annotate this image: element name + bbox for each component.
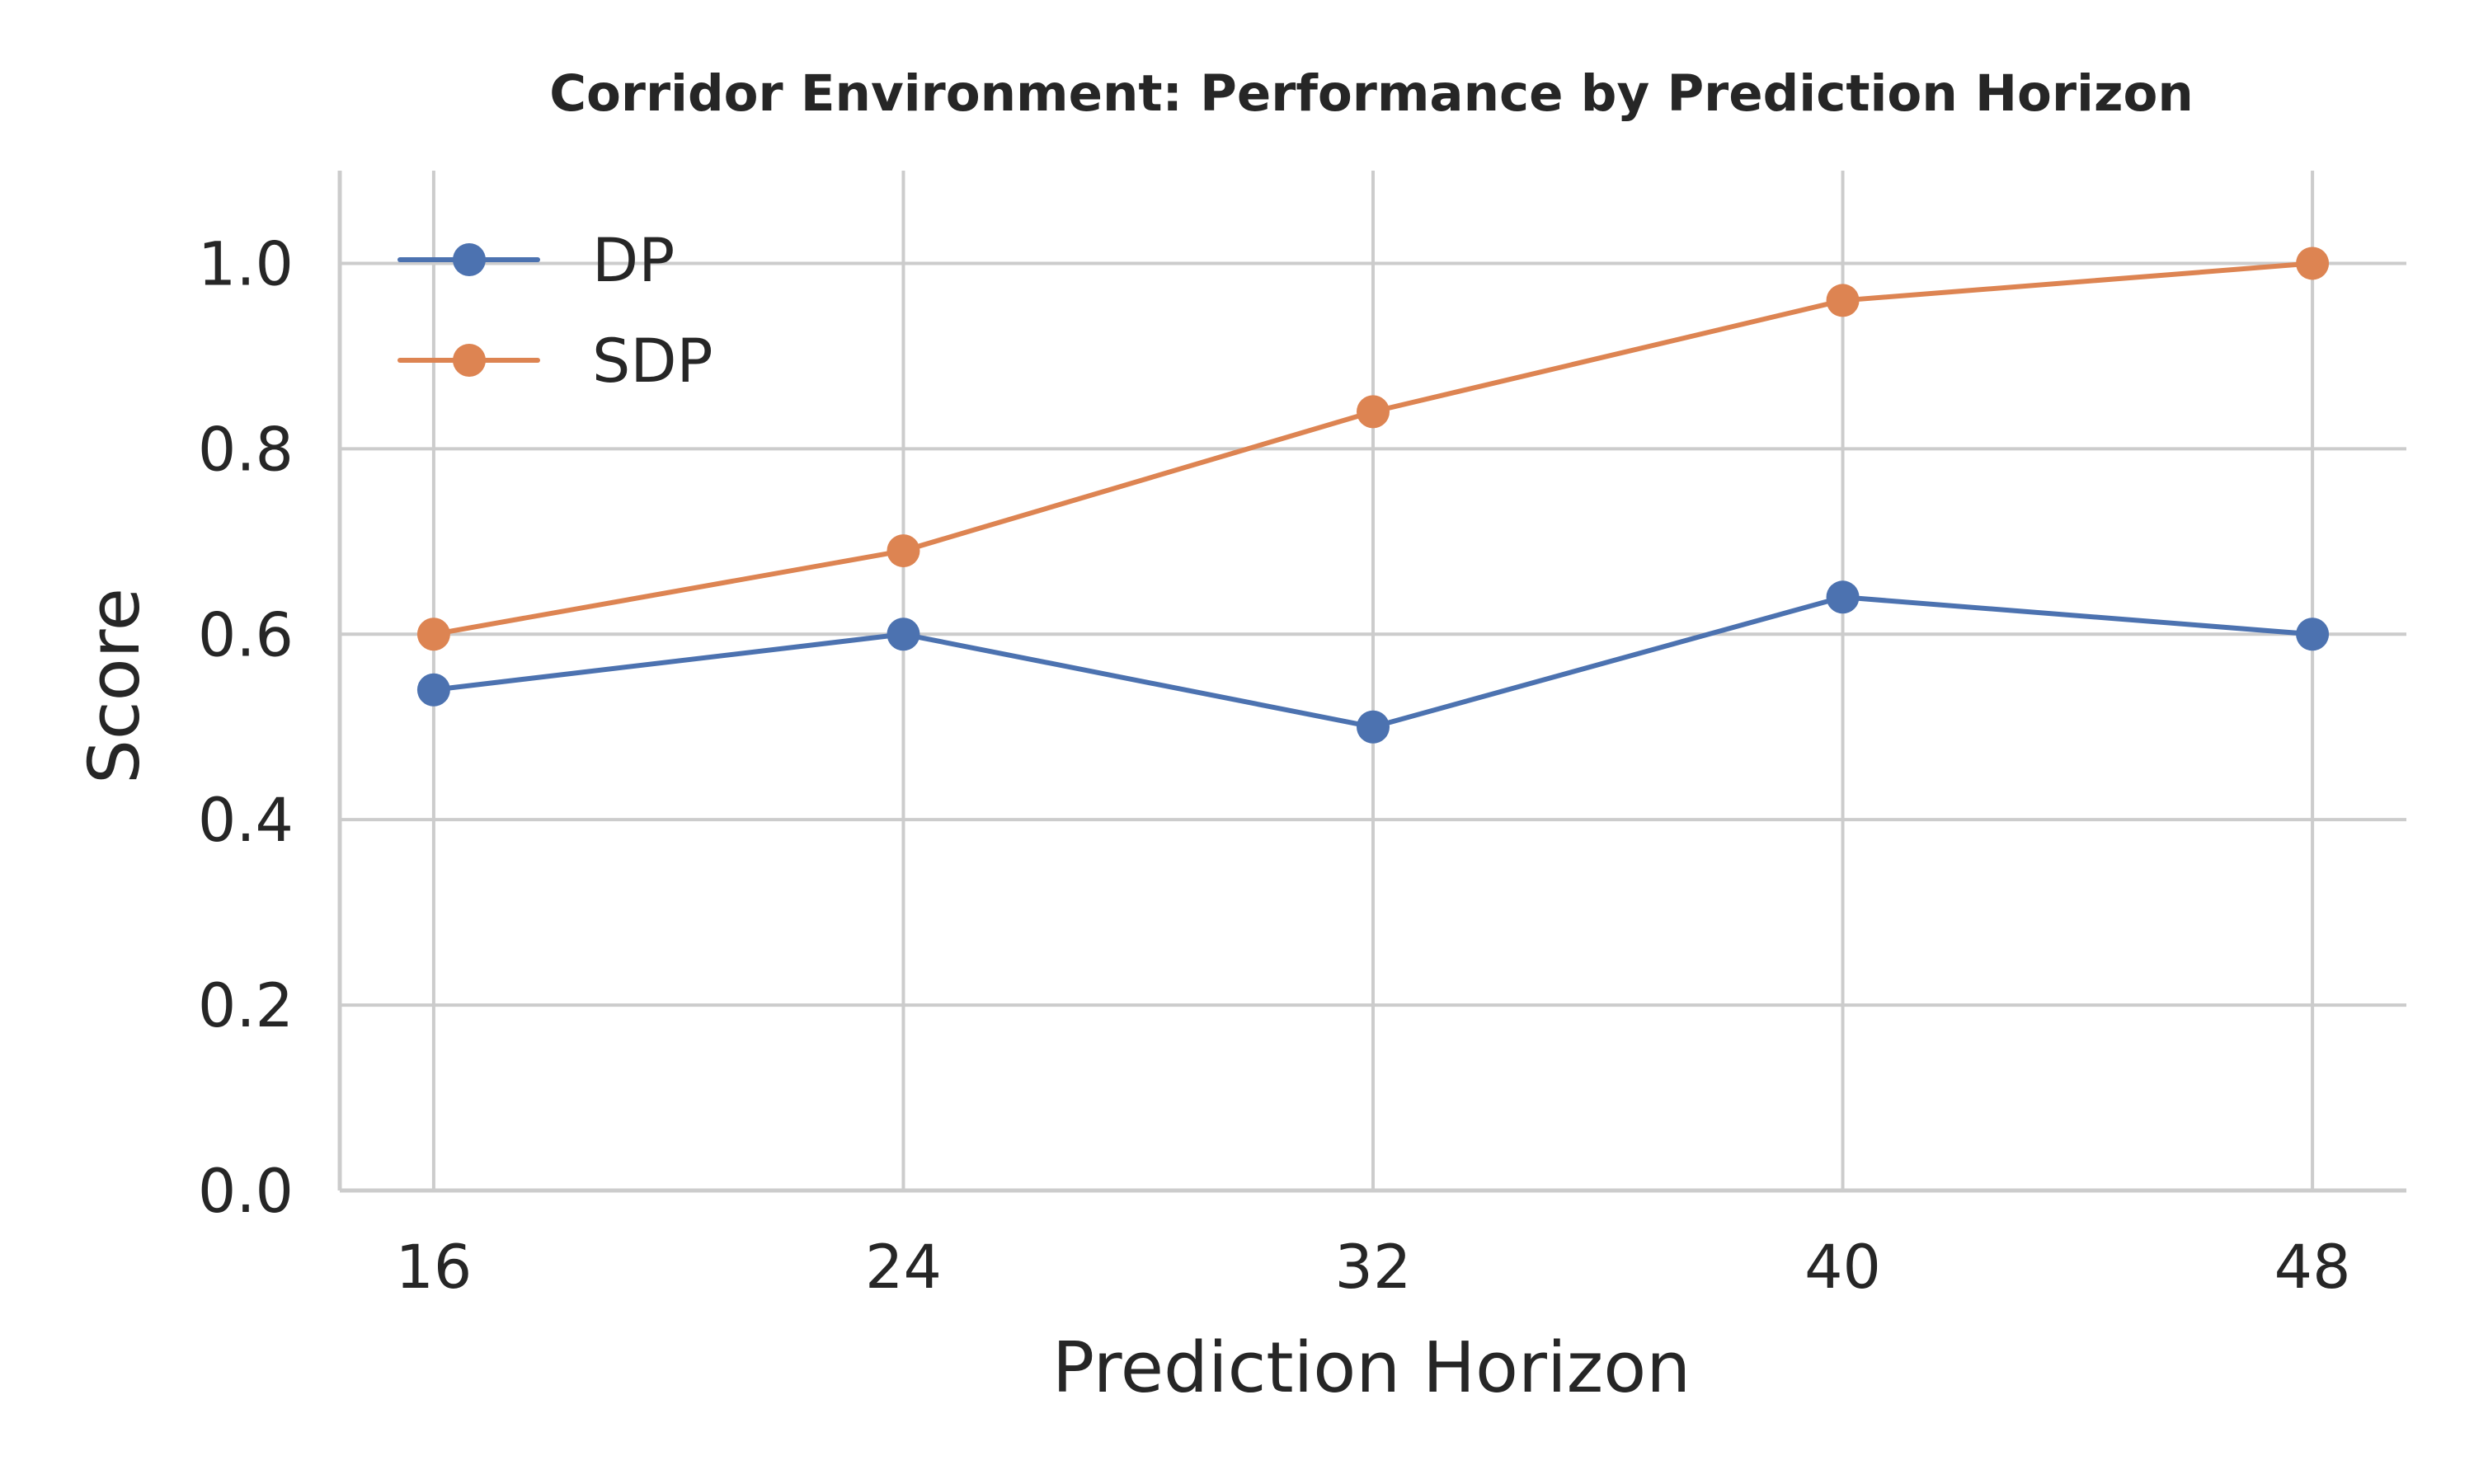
data-point-dp — [1357, 710, 1390, 744]
chart-title: Corridor Environment: Performance by Pre… — [549, 64, 2194, 123]
legend-label-sdp: SDP — [592, 326, 713, 397]
data-point-dp — [1826, 580, 1860, 614]
legend-marker-dp — [453, 243, 486, 276]
grid — [340, 171, 2406, 1190]
legend: DP SDP — [397, 226, 713, 397]
x-axis-label: Prediction Horizon — [1052, 1327, 1691, 1409]
y-tick-label: 0.6 — [198, 600, 294, 670]
y-tick-label: 1.0 — [198, 229, 294, 299]
data-point-dp — [887, 618, 920, 651]
data-point-sdp — [1826, 284, 1860, 317]
x-tick-label: 40 — [1804, 1233, 1881, 1303]
x-tick-label: 48 — [2274, 1233, 2351, 1303]
x-tick-label: 24 — [865, 1233, 942, 1303]
y-tick-label: 0.8 — [198, 415, 294, 485]
y-tick-label: 0.4 — [198, 786, 294, 856]
y-axis-label: Score — [74, 588, 156, 784]
x-tick-label: 32 — [1335, 1233, 1412, 1303]
data-point-sdp — [1357, 395, 1390, 429]
data-point-sdp — [2296, 247, 2330, 280]
data-point-dp — [2296, 618, 2330, 651]
data-point-sdp — [416, 618, 450, 651]
axes-spines — [337, 171, 2406, 1193]
legend-label-dp: DP — [592, 226, 675, 296]
legend-marker-sdp — [453, 344, 486, 377]
y-tick-label: 0.0 — [198, 1157, 294, 1227]
y-tick-label: 0.2 — [198, 971, 294, 1041]
tick-labels: 16 24 32 40 48 0.0 0.2 0.4 0.6 0.8 1.0 — [198, 229, 2351, 1303]
series-layer — [416, 247, 2330, 744]
data-point-sdp — [887, 534, 920, 568]
data-point-dp — [416, 673, 450, 707]
x-tick-label: 16 — [395, 1233, 472, 1303]
